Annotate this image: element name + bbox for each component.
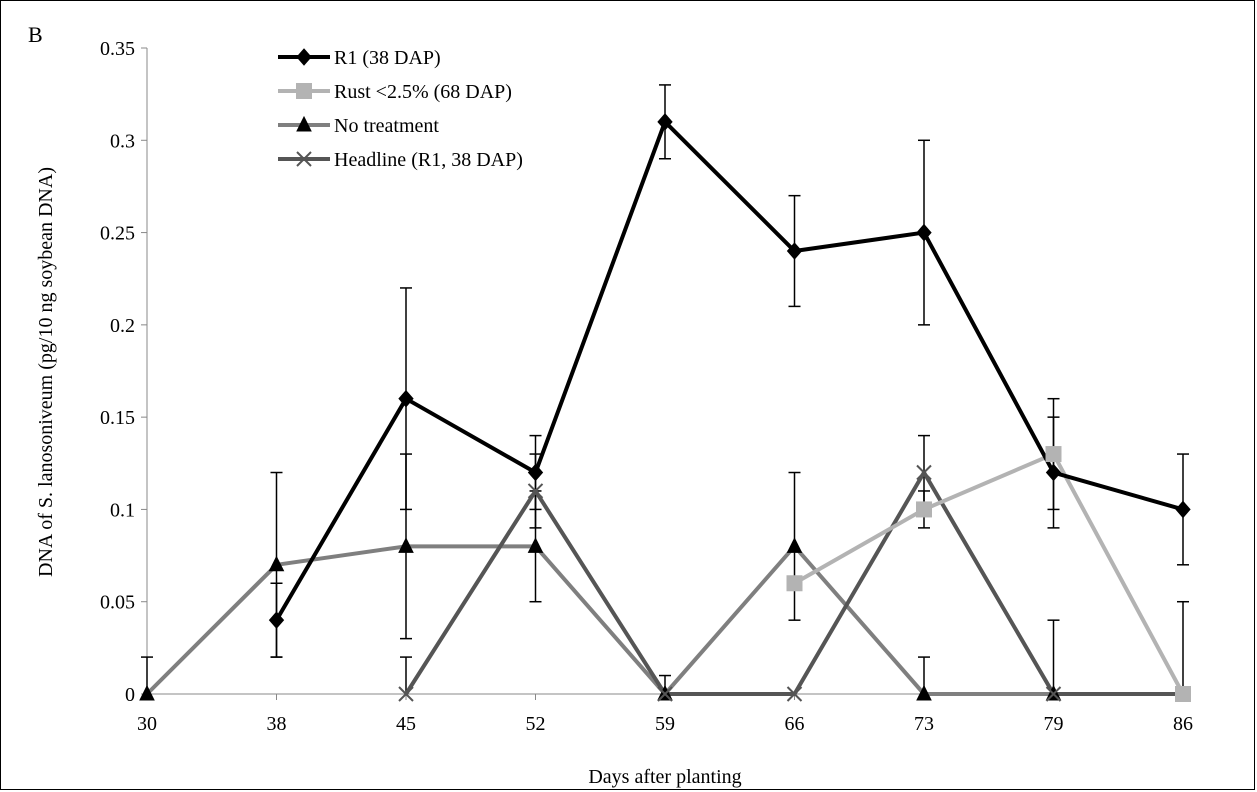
series-4-point xyxy=(527,483,544,499)
series-1-point xyxy=(1175,500,1191,519)
x-tick-label: 38 xyxy=(267,713,287,735)
legend-item-1: R1 (38 DAP) xyxy=(278,47,441,69)
x-tick-label: 52 xyxy=(526,713,546,735)
y-tick-label: 0.05 xyxy=(100,592,135,614)
series-2-line xyxy=(793,452,1185,695)
series-lines xyxy=(145,119,1185,696)
error-bars xyxy=(141,84,1189,694)
y-tick-label: 0.2 xyxy=(110,315,135,337)
axes: 0 0.05 0.1 0.15 0.2 0.25 0.3 0.35 30 38 45 52 59 66 73… xyxy=(100,38,1193,735)
x-tick-label: 66 xyxy=(785,713,805,735)
series-2-point xyxy=(1175,686,1191,702)
legend-item-4-label: Headline (R1, 38 DAP) xyxy=(334,149,523,171)
y-tick-label: 0.35 xyxy=(100,38,135,60)
series-1-point xyxy=(268,611,285,629)
x-tick-label: 86 xyxy=(1173,713,1193,735)
x-tick-label: 59 xyxy=(655,713,675,735)
legend-item-3-label: No treatment xyxy=(334,115,439,137)
x-axis-title: Days after planting xyxy=(588,766,741,788)
y-tick-label: 0.3 xyxy=(110,130,135,152)
y-tick-label: 0.1 xyxy=(110,499,135,521)
series-3-error-bar xyxy=(1047,619,1060,694)
series-1-line xyxy=(274,119,1184,622)
legend: R1 (38 DAP) Rust <2.5% (68 DAP) No treatme… xyxy=(278,47,523,171)
legend-item-2-swatch-marker xyxy=(296,83,312,99)
series-1-point xyxy=(398,389,414,408)
series-4-point xyxy=(786,686,803,702)
legend-item-3: No treatment xyxy=(278,115,439,137)
legend-item-4-swatch-marker xyxy=(296,151,312,167)
y-tick-label: 0.15 xyxy=(100,407,135,429)
series-2-point xyxy=(1045,446,1062,463)
series-1-point xyxy=(916,223,932,242)
legend-item-2: Rust <2.5% (68 DAP) xyxy=(278,81,512,103)
series-1-point xyxy=(657,113,673,131)
series-3-error-bar xyxy=(1177,600,1189,694)
series-4-point xyxy=(1045,686,1062,702)
series-4-point xyxy=(916,464,932,481)
series-2-point xyxy=(786,575,803,592)
x-tick-label: 79 xyxy=(1044,713,1064,735)
legend-item-2-label: Rust <2.5% (68 DAP) xyxy=(334,81,512,103)
series-3-line xyxy=(145,544,1183,696)
series-1-point xyxy=(786,242,803,260)
series-3-point xyxy=(139,684,155,701)
legend-item-1-swatch-marker xyxy=(296,48,312,66)
series-3-point xyxy=(398,537,414,553)
y-tick-label: 0.25 xyxy=(100,223,135,245)
series-markers xyxy=(139,113,1191,702)
legend-item-3-swatch-marker xyxy=(296,115,312,132)
y-tick-label: 0 xyxy=(125,684,135,706)
panel-label: B xyxy=(28,22,43,47)
series-3-point xyxy=(786,537,803,553)
series-1-point xyxy=(527,463,544,482)
series-3-point xyxy=(268,555,285,572)
legend-item-4: Headline (R1, 38 DAP) xyxy=(278,149,523,171)
series-1-point xyxy=(1045,463,1062,482)
series-4-point xyxy=(398,686,414,702)
series-4-error-bar xyxy=(400,656,412,694)
x-tick-label: 73 xyxy=(914,713,934,735)
series-3-point xyxy=(916,684,932,701)
x-tick-label: 45 xyxy=(396,713,416,735)
series-4-point xyxy=(657,686,673,702)
series-3-point xyxy=(527,537,544,553)
legend-item-1-label: R1 (38 DAP) xyxy=(334,47,441,69)
y-axis-title: DNA of S. lanosoniveum (pg/10 ng soybean… xyxy=(35,167,57,577)
series-2-point xyxy=(916,501,932,518)
x-tick-label: 30 xyxy=(137,713,157,735)
